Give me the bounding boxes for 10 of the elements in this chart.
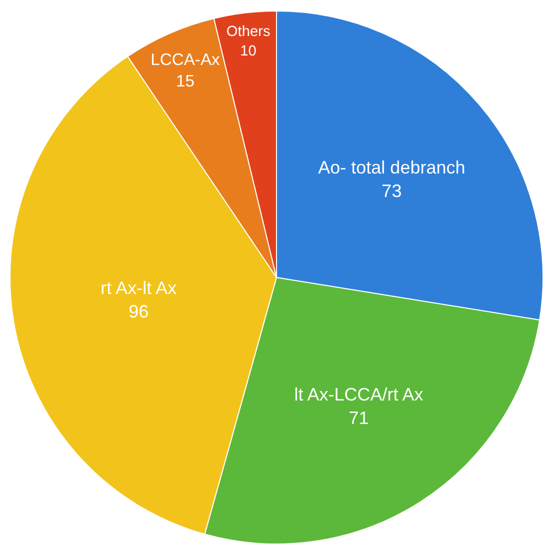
slice-label: rt Ax-lt Ax [100,278,177,298]
slice-label: Others [226,24,270,40]
slice-label: lt Ax-LCCA/rt Ax [294,384,424,404]
data-label: 10 [240,43,256,60]
slice-label: LCCA-Ax [150,50,221,69]
data-label: 71 [348,408,369,428]
data-label: 73 [382,181,402,202]
slice-label: Ao- total debranch [318,158,466,178]
data-label: 15 [176,72,194,91]
data-label: 96 [128,301,149,322]
